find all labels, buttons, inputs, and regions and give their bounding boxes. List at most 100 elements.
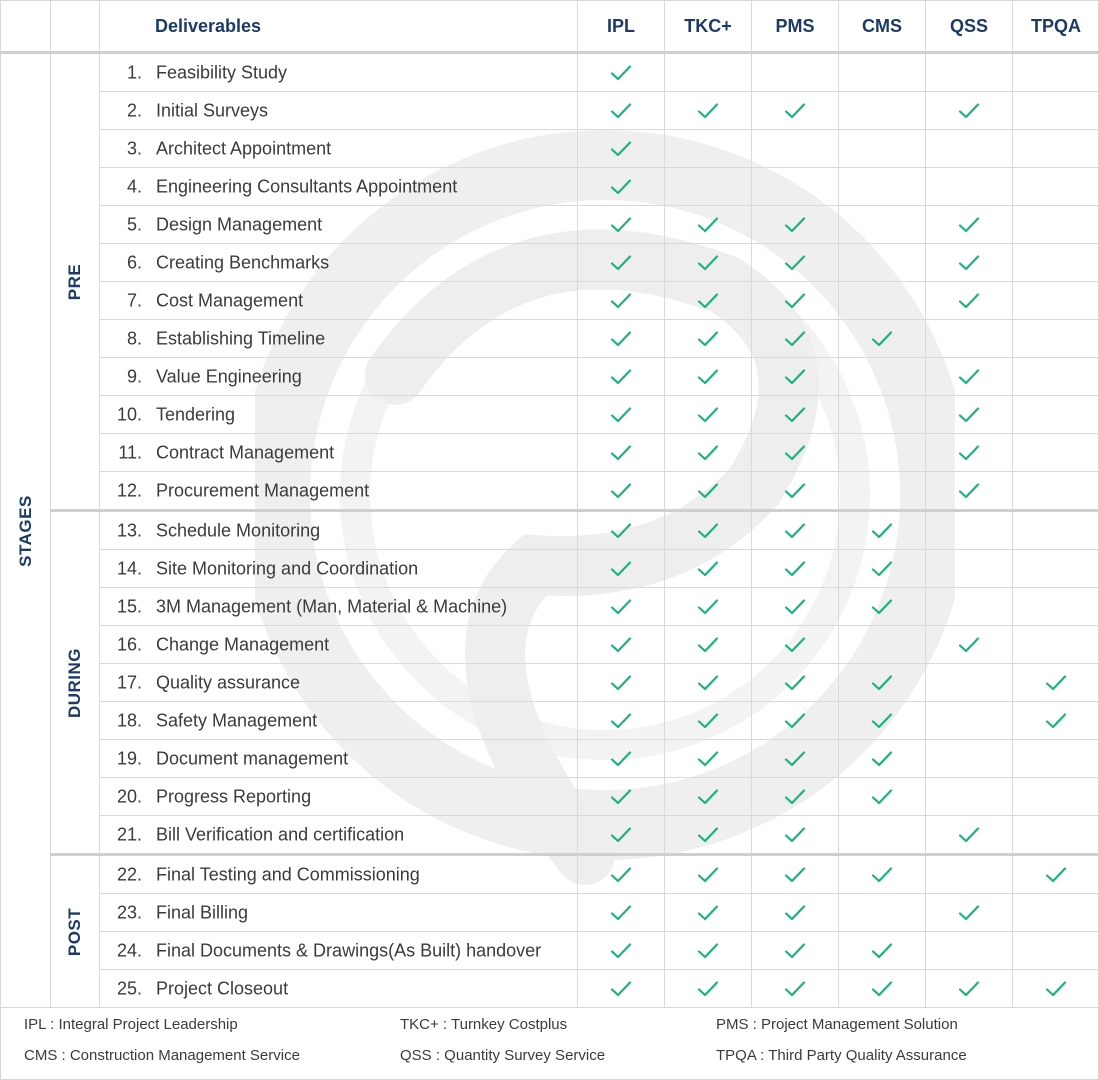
table-row: 7. Cost Management [1, 281, 1099, 320]
check-cell-tkc [664, 969, 752, 1008]
deliverable-cell: 6. Creating Benchmarks [99, 243, 578, 282]
deliverable-cell: 19. Document management [99, 739, 578, 778]
check-cell-qss [925, 395, 1013, 434]
check-icon [578, 522, 664, 540]
deliverable-cell: 18. Safety Management [99, 701, 578, 740]
deliverable-number: 15. [116, 596, 142, 616]
check-cell-ipl [577, 52, 665, 92]
deliverable-number: 23. [116, 902, 142, 922]
deliverable-number: 18. [116, 710, 142, 730]
check-cell-qss [925, 433, 1013, 472]
check-cell-qss [925, 931, 1013, 970]
check-icon [752, 942, 838, 960]
deliverable-cell: 3. Architect Appointment [99, 129, 578, 168]
check-cell-cms [838, 854, 926, 894]
check-cell-ipl [577, 129, 665, 168]
deliverable-label: Architect Appointment [156, 138, 332, 158]
check-cell-tkc [664, 52, 752, 92]
check-cell-tpqa [1012, 395, 1099, 434]
check-cell-pms [751, 471, 839, 512]
check-cell-ipl [577, 281, 665, 320]
deliverable-cell: 25. Project Closeout [99, 969, 578, 1008]
table-row: 11. Contract Management [1, 433, 1099, 472]
deliverable-cell: 13. Schedule Monitoring [99, 510, 578, 550]
deliverable-label: Schedule Monitoring [156, 520, 321, 540]
check-icon [665, 788, 751, 806]
check-icon [839, 330, 925, 348]
check-cell-tpqa [1012, 969, 1099, 1008]
check-cell-cms [838, 433, 926, 472]
check-icon [752, 788, 838, 806]
table-row: 19. Document management [1, 739, 1099, 778]
check-cell-tkc [664, 587, 752, 626]
check-icon [665, 330, 751, 348]
check-cell-tpqa [1012, 319, 1099, 358]
check-cell-cms [838, 91, 926, 130]
check-icon [578, 482, 664, 500]
check-icon [752, 102, 838, 120]
check-icon [839, 712, 925, 730]
check-cell-cms [838, 243, 926, 282]
check-cell-tpqa [1012, 625, 1099, 664]
deliverable-cell: 21. Bill Verification and certification [99, 815, 578, 856]
check-icon [665, 482, 751, 500]
check-cell-cms [838, 357, 926, 396]
check-cell-cms [838, 395, 926, 434]
check-cell-tkc [664, 625, 752, 664]
check-icon [665, 102, 751, 120]
check-cell-qss [925, 854, 1013, 894]
deliverable-cell: 2. Initial Surveys [99, 91, 578, 130]
stage-group-label: POST [65, 907, 85, 956]
check-cell-tpqa [1012, 357, 1099, 396]
check-cell-qss [925, 815, 1013, 856]
check-cell-tkc [664, 433, 752, 472]
check-cell-tkc [664, 510, 752, 550]
check-icon [839, 866, 925, 884]
check-cell-cms [838, 739, 926, 778]
stage-group-label: PRE [65, 263, 84, 300]
deliverable-label: Tendering [156, 404, 236, 424]
check-cell-pms [751, 969, 839, 1008]
check-cell-pms [751, 129, 839, 168]
check-icon [752, 254, 838, 272]
header-row: Deliverables IPL TKC+ PMS CMS QSS TPQA [0, 0, 1099, 54]
check-icon [578, 64, 664, 82]
deliverable-number: 12. [116, 480, 142, 500]
check-cell-cms [838, 167, 926, 206]
check-cell-pms [751, 549, 839, 588]
check-icon [752, 980, 838, 998]
check-icon [752, 482, 838, 500]
check-cell-tkc [664, 739, 752, 778]
check-icon [926, 826, 1012, 844]
check-cell-tkc [664, 549, 752, 588]
check-icon [665, 750, 751, 768]
check-cell-cms [838, 777, 926, 816]
deliverable-cell: 12. Procurement Management [99, 471, 578, 512]
check-cell-tkc [664, 701, 752, 740]
check-cell-tkc [664, 91, 752, 130]
check-cell-ipl [577, 587, 665, 626]
check-icon [752, 674, 838, 692]
deliverable-number: 14. [116, 558, 142, 578]
stage-group-cell: POST [50, 854, 100, 1008]
check-cell-ipl [577, 167, 665, 206]
deliverable-label: Design Management [156, 214, 323, 234]
deliverable-number: 20. [116, 786, 142, 806]
check-icon [578, 674, 664, 692]
table-row: 10. Tendering [1, 395, 1099, 434]
table-row: 24. Final Documents & Drawings(As Built) … [1, 931, 1099, 970]
check-icon [1013, 712, 1099, 730]
check-cell-pms [751, 433, 839, 472]
check-cell-qss [925, 777, 1013, 816]
check-icon [752, 292, 838, 310]
deliverable-cell: 17. Quality assurance [99, 663, 578, 702]
header-col-ipl: IPL [577, 0, 665, 54]
check-cell-tkc [664, 395, 752, 434]
legend-item-tkc: TKC+ : Turnkey Costplus [400, 1016, 568, 1033]
check-cell-cms [838, 815, 926, 856]
stage-group-cell: PRE [50, 52, 100, 512]
check-icon [752, 598, 838, 616]
legend-item-ipl: IPL : Integral Project Leadership [24, 1016, 238, 1033]
deliverable-number: 22. [116, 864, 142, 884]
table-row: 9. Value Engineering [1, 357, 1099, 396]
